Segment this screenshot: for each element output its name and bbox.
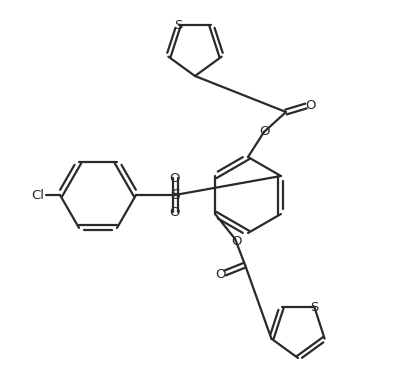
Text: S: S <box>174 19 183 32</box>
Text: O: O <box>260 125 270 138</box>
Text: O: O <box>231 234 241 248</box>
Text: Cl: Cl <box>31 188 44 202</box>
Text: S: S <box>310 301 319 314</box>
Text: O: O <box>170 172 180 184</box>
Text: S: S <box>170 188 179 202</box>
Text: O: O <box>170 205 180 218</box>
Text: O: O <box>215 267 225 280</box>
Text: O: O <box>306 98 316 111</box>
